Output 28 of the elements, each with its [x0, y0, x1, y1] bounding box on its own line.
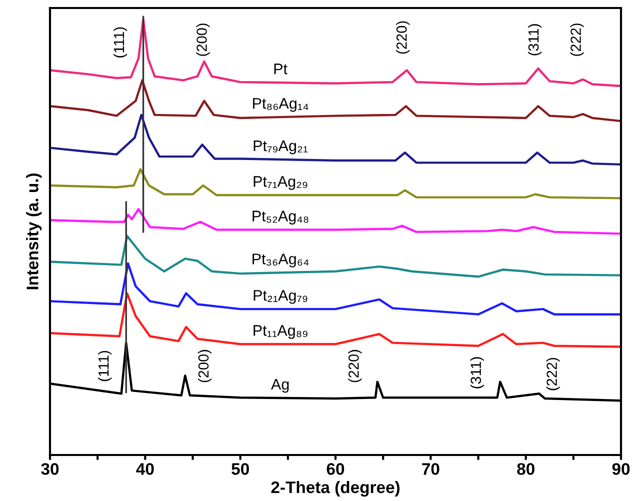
x-tick-label: 70	[422, 463, 440, 475]
x-tick-label: 80	[517, 463, 534, 475]
x-tick-label: 40	[136, 463, 154, 475]
annotation: (311)	[470, 357, 484, 388]
annotation: (200)	[196, 24, 210, 56]
series-label: Pt₃₆Ag₆₄	[252, 254, 309, 268]
annotation: (111)	[98, 351, 112, 382]
series-label: Ag	[270, 379, 289, 393]
x-axis-title: 2-Theta (degree)	[271, 480, 400, 497]
series-label: Pt₂₁Ag₇₉	[254, 290, 308, 304]
series-label: Pt₇₉Ag₂₁	[254, 140, 308, 154]
annotation: (222)	[546, 358, 560, 390]
x-tick-label: 90	[612, 463, 630, 475]
annotation: (200)	[198, 350, 212, 382]
series-label: Pt₇₁Ag₂₉	[254, 176, 308, 190]
annotation: (220)	[396, 21, 410, 54]
series-label: Pt₈₆Ag₁₄	[253, 98, 308, 112]
y-axis-title: Intensity (a. u.)	[26, 174, 42, 290]
annotation: (111)	[113, 27, 128, 58]
x-tick-label: 50	[232, 463, 249, 475]
series-label: Pt	[274, 64, 288, 74]
series-label: Pt₅₂Ag₄₈	[252, 210, 308, 224]
annotation: (220)	[348, 350, 362, 382]
x-tick-label: 30	[41, 463, 59, 475]
x-tick-label: 60	[326, 463, 344, 475]
annotation: (311)	[528, 24, 542, 56]
series-label: Pt₁₁Ag₈₉	[254, 325, 308, 339]
annotation: (222)	[570, 24, 584, 56]
